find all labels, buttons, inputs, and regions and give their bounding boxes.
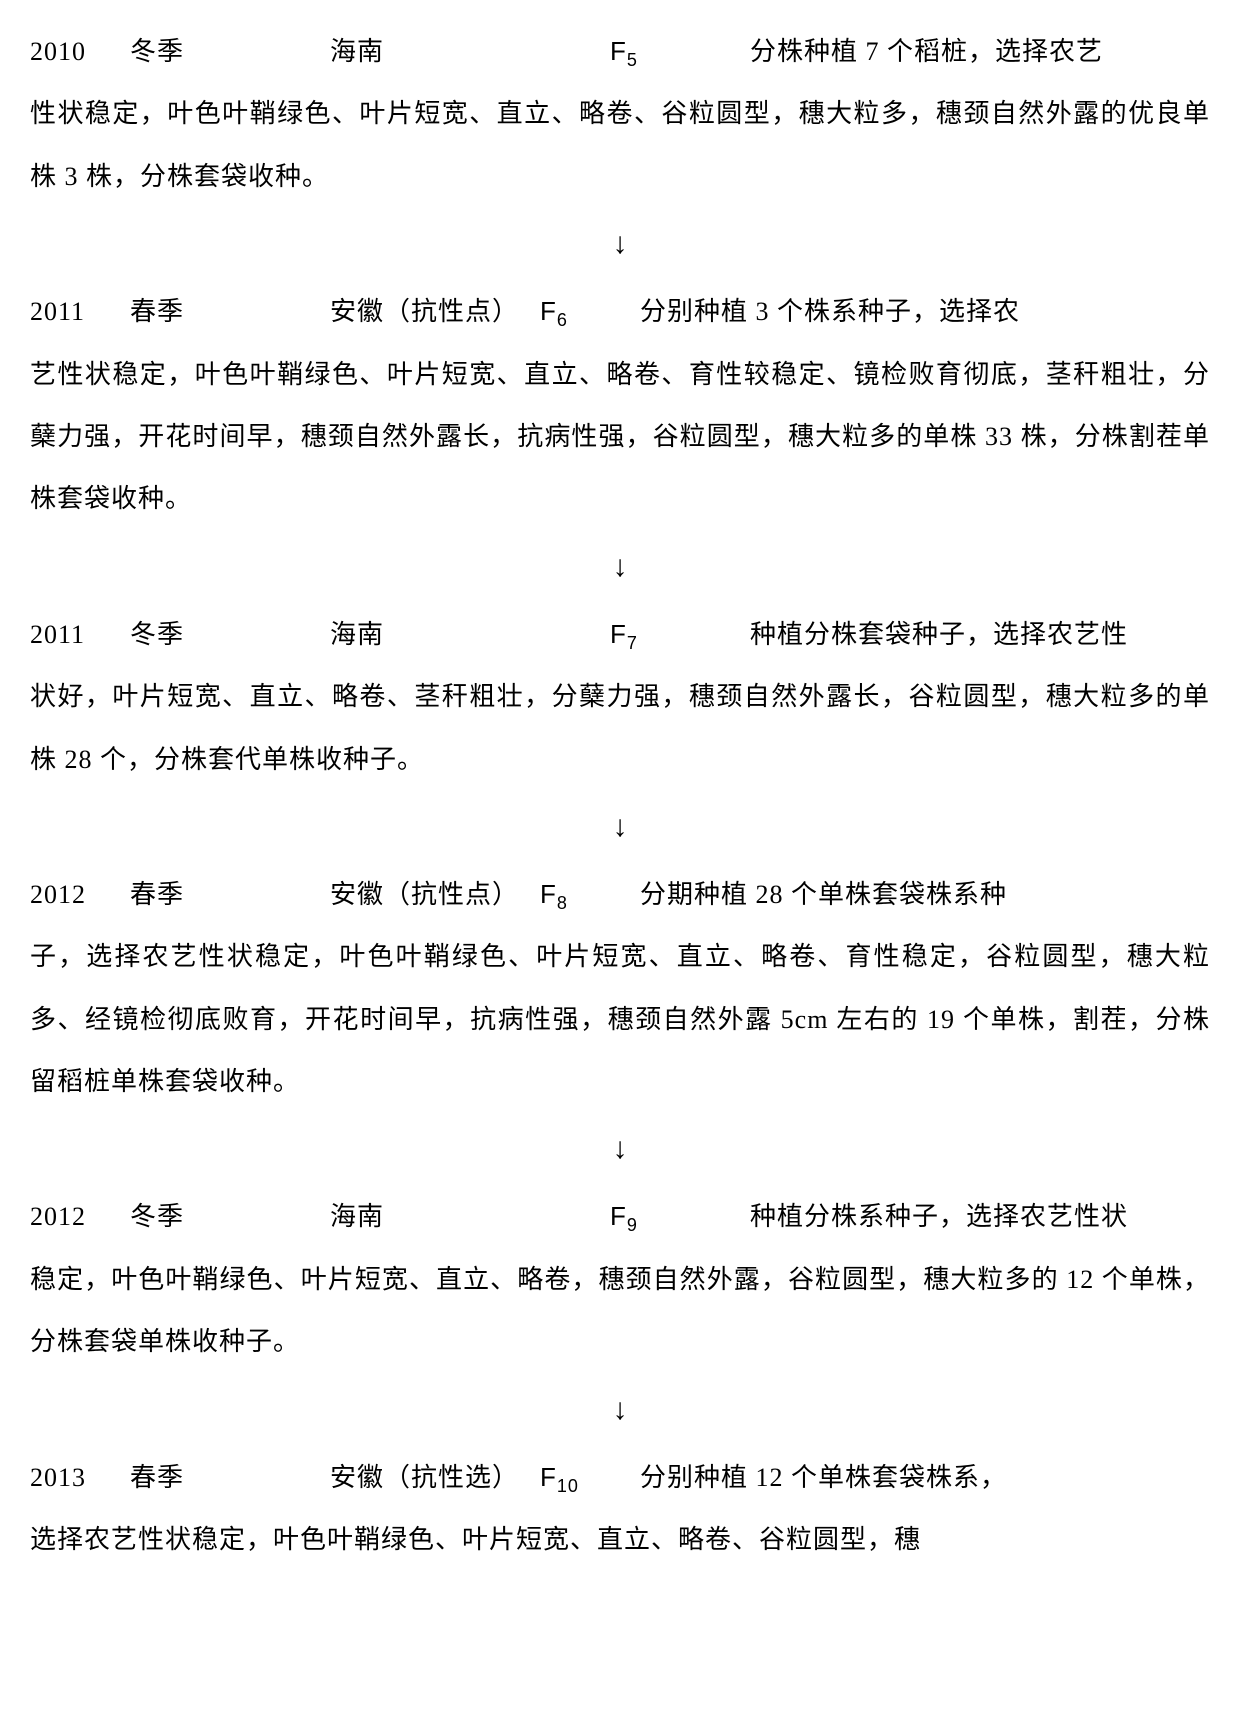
season: 冬季 xyxy=(130,604,330,666)
generation-label: F5 xyxy=(610,20,750,82)
generation-label: F10 xyxy=(540,1446,640,1508)
description-rest: 艺性状稳定，叶色叶鞘绿色、叶片短宽、直立、略卷、育性较稳定、镜检败育彻底，茎秆粗… xyxy=(30,344,1210,531)
year: 2011 xyxy=(30,604,130,666)
season: 春季 xyxy=(130,864,330,926)
description-start: 种植分株系种子，选择农艺性状 xyxy=(750,1186,1210,1248)
down-arrow-icon: ↓ xyxy=(30,537,1210,597)
year: 2010 xyxy=(30,21,130,83)
season: 春季 xyxy=(130,1447,330,1509)
entry-header: 2012冬季海南F9种植分株系种子，选择农艺性状 xyxy=(30,1185,1210,1248)
description-rest: 稳定，叶色叶鞘绿色、叶片短宽、直立、略卷，穗颈自然外露，谷粒圆型，穗大粒多的 1… xyxy=(30,1249,1210,1374)
down-arrow-icon: ↓ xyxy=(30,1380,1210,1440)
location: 海南 xyxy=(330,21,610,83)
year: 2013 xyxy=(30,1447,130,1509)
year: 2011 xyxy=(30,281,130,343)
down-arrow-icon: ↓ xyxy=(30,797,1210,857)
description-start: 分株种植 7 个稻桩，选择农艺 xyxy=(750,21,1210,83)
location: 安徽（抗性选） xyxy=(330,1447,540,1509)
location: 安徽（抗性点） xyxy=(330,281,540,343)
description-rest: 性状稳定，叶色叶鞘绿色、叶片短宽、直立、略卷、谷粒圆型，穗大粒多，穗颈自然外露的… xyxy=(30,83,1210,208)
generation-label: F9 xyxy=(610,1185,750,1247)
location: 安徽（抗性点） xyxy=(330,864,540,926)
description-start: 种植分株套袋种子，选择农艺性 xyxy=(750,604,1210,666)
location: 海南 xyxy=(330,604,610,666)
generation-label: F8 xyxy=(540,863,640,925)
description-start: 分别种植 12 个单株套袋株系， xyxy=(640,1447,1210,1509)
document-body: 2010冬季海南F5分株种植 7 个稻桩，选择农艺性状稳定，叶色叶鞘绿色、叶片短… xyxy=(30,20,1210,1571)
description-rest: 选择农艺性状稳定，叶色叶鞘绿色、叶片短宽、直立、略卷、谷粒圆型，穗 xyxy=(30,1509,1210,1571)
entry-header: 2011春季安徽（抗性点）F6分别种植 3 个株系种子，选择农 xyxy=(30,280,1210,343)
entry-header: 2011冬季海南F7种植分株套袋种子，选择农艺性 xyxy=(30,603,1210,666)
season: 春季 xyxy=(130,281,330,343)
down-arrow-icon: ↓ xyxy=(30,214,1210,274)
down-arrow-icon: ↓ xyxy=(30,1119,1210,1179)
description-start: 分期种植 28 个单株套袋株系种 xyxy=(640,864,1210,926)
description-rest: 状好，叶片短宽、直立、略卷、茎秆粗壮，分蘖力强，穗颈自然外露长，谷粒圆型，穗大粒… xyxy=(30,666,1210,791)
year: 2012 xyxy=(30,1186,130,1248)
entry-header: 2012春季安徽（抗性点）F8分期种植 28 个单株套袋株系种 xyxy=(30,863,1210,926)
location: 海南 xyxy=(330,1186,610,1248)
description-rest: 子，选择农艺性状稳定，叶色叶鞘绿色、叶片短宽、直立、略卷、育性稳定，谷粒圆型，穗… xyxy=(30,926,1210,1113)
entry-header: 2010冬季海南F5分株种植 7 个稻桩，选择农艺 xyxy=(30,20,1210,83)
generation-label: F7 xyxy=(610,603,750,665)
year: 2012 xyxy=(30,864,130,926)
entry-header: 2013春季安徽（抗性选）F10分别种植 12 个单株套袋株系， xyxy=(30,1446,1210,1509)
generation-label: F6 xyxy=(540,280,640,342)
description-start: 分别种植 3 个株系种子，选择农 xyxy=(640,281,1210,343)
season: 冬季 xyxy=(130,1186,330,1248)
season: 冬季 xyxy=(130,21,330,83)
